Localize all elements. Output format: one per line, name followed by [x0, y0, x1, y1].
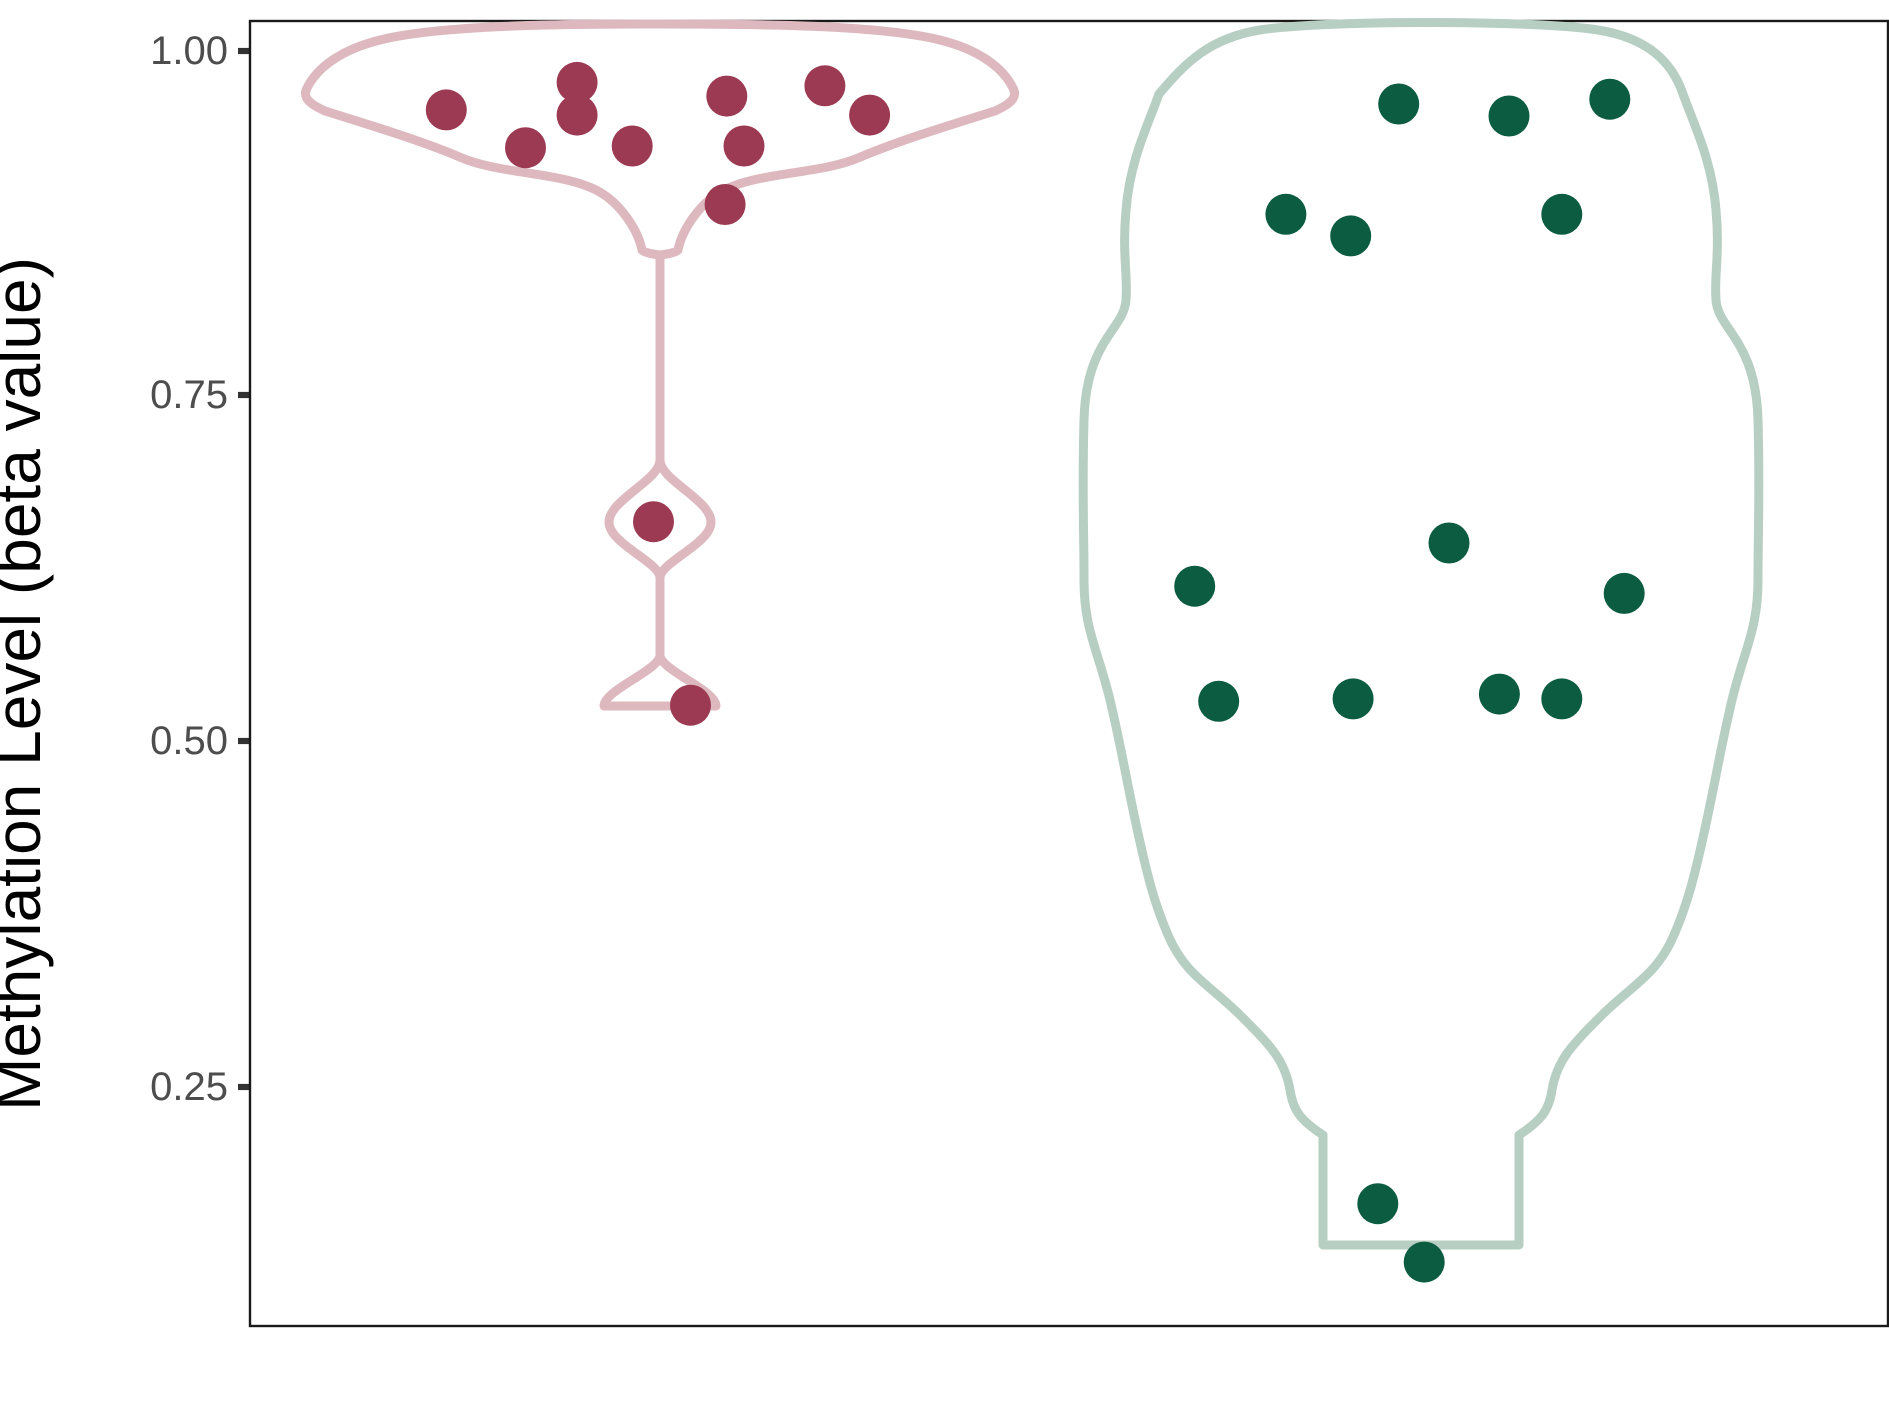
svg-text:Methylation Level (beta value): Methylation Level (beta value)	[0, 257, 54, 1111]
svg-text:0.25: 0.25	[150, 1065, 228, 1109]
svg-text:0.75: 0.75	[150, 373, 228, 417]
svg-text:0.50: 0.50	[150, 719, 228, 763]
svg-text:1.00: 1.00	[150, 29, 228, 73]
